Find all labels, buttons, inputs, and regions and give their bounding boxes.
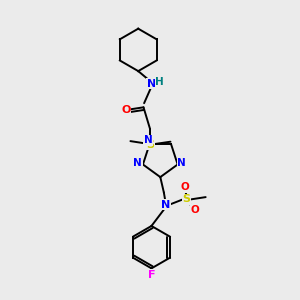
Text: N: N [144, 135, 152, 145]
Text: S: S [146, 140, 154, 150]
Text: F: F [148, 270, 155, 280]
Text: S: S [182, 194, 190, 205]
Text: N: N [133, 158, 142, 168]
Text: O: O [190, 205, 199, 215]
Text: O: O [121, 105, 130, 115]
Text: N: N [147, 79, 156, 89]
Text: H: H [155, 77, 164, 87]
Text: N: N [161, 200, 170, 210]
Text: N: N [177, 158, 186, 168]
Text: O: O [181, 182, 189, 192]
